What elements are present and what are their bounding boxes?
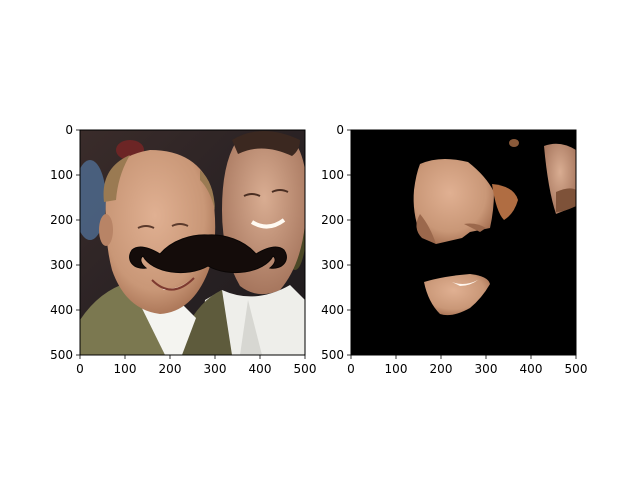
left-xtick-label: 100 — [114, 362, 137, 376]
right-xtick-label: 500 — [565, 362, 588, 376]
right-ytick-label: 0 — [336, 123, 344, 137]
right-ytick-label: 300 — [321, 258, 344, 272]
left-ytick-label: 200 — [50, 213, 73, 227]
left-axes — [79, 129, 306, 356]
left-ytick-label: 100 — [50, 168, 73, 182]
right-xtick-label: 100 — [385, 362, 408, 376]
right-ytick-label: 200 — [321, 213, 344, 227]
right-ytick-label: 400 — [321, 303, 344, 317]
left-xtick-label: 200 — [159, 362, 182, 376]
right-axes — [350, 129, 577, 356]
right-ytick-label: 100 — [321, 168, 344, 182]
left-ytick-label: 0 — [65, 123, 73, 137]
right-axes-frame — [350, 129, 577, 356]
right-ytick-label: 500 — [321, 348, 344, 362]
left-xtick-label: 500 — [294, 362, 317, 376]
right-xtick-label: 300 — [475, 362, 498, 376]
right-xtick-label: 400 — [520, 362, 543, 376]
left-xtick-label: 300 — [204, 362, 227, 376]
right-xtick-label: 200 — [430, 362, 453, 376]
right-xtick-label: 0 — [347, 362, 355, 376]
left-xtick-label: 0 — [76, 362, 84, 376]
photo-image — [80, 130, 305, 355]
left-ytick-label: 300 — [50, 258, 73, 272]
mustache-overlay — [129, 234, 287, 274]
mask-image — [351, 130, 576, 355]
left-xtick-label: 400 — [249, 362, 272, 376]
left-ytick-label: 400 — [50, 303, 73, 317]
left-ytick-label: 500 — [50, 348, 73, 362]
left-axes-frame — [79, 129, 306, 356]
